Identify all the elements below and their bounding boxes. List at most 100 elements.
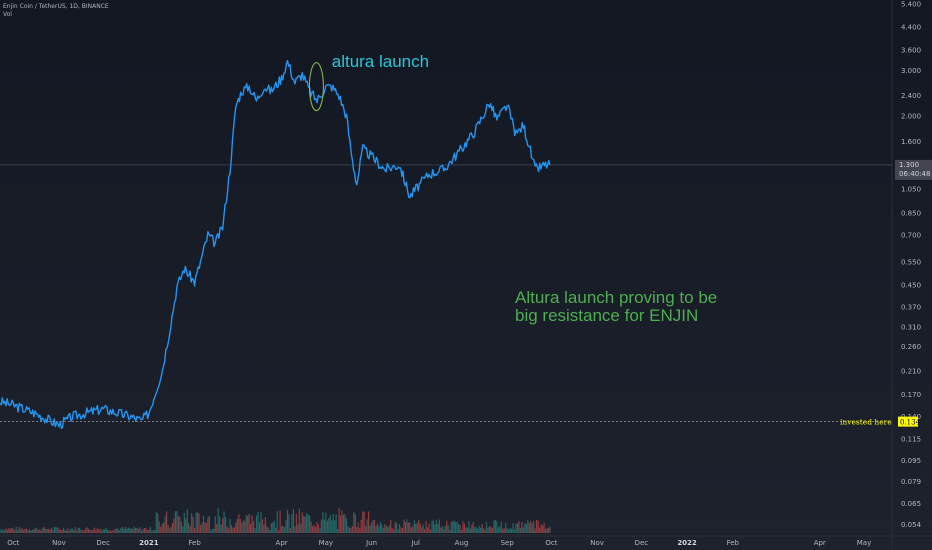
- volume-bar: [260, 511, 262, 533]
- volume-bar: [263, 524, 265, 533]
- invested-price-tag: [898, 416, 918, 427]
- volume-bar: [353, 511, 355, 533]
- volume-bar: [9, 528, 11, 533]
- volume-bar: [176, 511, 178, 533]
- volume-bar: [363, 511, 365, 533]
- volume-bar: [120, 528, 122, 533]
- volume-bar: [254, 528, 256, 533]
- volume-bar: [261, 519, 264, 533]
- volume-bar: [547, 527, 550, 533]
- x-tick-label: Nov: [590, 539, 604, 547]
- volume-bar: [149, 526, 151, 533]
- volume-bar: [396, 523, 398, 533]
- volume-bar: [202, 515, 205, 533]
- volume-bar: [25, 528, 28, 533]
- volume-bar: [444, 525, 446, 533]
- price-series-line: [0, 59, 551, 429]
- volume-bar: [493, 520, 495, 533]
- volume-bar: [485, 522, 488, 533]
- volume-bar: [385, 525, 387, 533]
- x-tick-label: Feb: [188, 539, 201, 547]
- volume-bar: [376, 523, 379, 533]
- volume-bar: [170, 526, 172, 533]
- volume-bar: [87, 528, 90, 533]
- volume-bar: [61, 529, 63, 533]
- volume-bar: [258, 522, 261, 533]
- volume-bar: [446, 520, 448, 533]
- volume-bar: [126, 528, 128, 533]
- volume-bar: [155, 512, 157, 533]
- volume-bar: [186, 509, 188, 533]
- volume-bar: [301, 512, 303, 533]
- volume-bar: [208, 515, 210, 533]
- volume-bar: [74, 527, 76, 533]
- volume-bar: [195, 512, 197, 533]
- volume-bar: [27, 530, 29, 533]
- y-tick-label: 0.054: [901, 521, 922, 529]
- y-tick-label: 0.170: [901, 391, 921, 399]
- volume-bar: [161, 524, 163, 533]
- volume-bar: [491, 527, 494, 533]
- volume-bar: [307, 514, 309, 533]
- annotation-resistance-line2: big resistance for ENJIN: [515, 306, 698, 325]
- volume-bar: [80, 529, 82, 533]
- volume-bar: [14, 530, 16, 533]
- volume-bar: [224, 517, 227, 533]
- y-tick-label: 4.400: [901, 24, 921, 32]
- volume-bar: [140, 530, 143, 533]
- volume-bar: [192, 516, 194, 533]
- volume-bar: [239, 518, 241, 533]
- volume-bar: [351, 525, 353, 533]
- volume-bar: [2, 528, 4, 533]
- volume-bar: [244, 520, 246, 533]
- volume-bar: [65, 530, 67, 533]
- volume-bar: [320, 519, 323, 533]
- volume-bar: [539, 527, 541, 533]
- volume-bar: [146, 530, 149, 533]
- volume-bar: [454, 521, 457, 533]
- volume-bar: [124, 527, 126, 533]
- volume-bar: [79, 528, 81, 533]
- volume-bar: [252, 521, 255, 533]
- volume-bar: [331, 520, 333, 533]
- volume-bar: [323, 519, 325, 533]
- volume-bar: [338, 507, 340, 533]
- volume-bar: [294, 526, 296, 533]
- volume-bar: [468, 521, 470, 533]
- volume-bar: [21, 528, 23, 533]
- volume-bar: [319, 528, 321, 533]
- volume-bar: [309, 515, 311, 533]
- volume-bar: [424, 529, 426, 533]
- volume-bar: [311, 526, 314, 533]
- volume-bar: [398, 524, 401, 533]
- volume-bar: [484, 529, 486, 533]
- y-tick-label: 3.600: [901, 46, 921, 54]
- x-tick-label: Jun: [365, 539, 377, 547]
- volume-bar: [394, 521, 396, 533]
- volume-bar: [469, 528, 471, 533]
- volume-bar: [544, 528, 547, 533]
- volume-bar: [37, 530, 39, 533]
- volume-bar: [210, 530, 212, 533]
- volume-bar: [460, 529, 463, 533]
- volume-bar: [494, 519, 496, 533]
- volume-bar: [457, 523, 460, 533]
- volume-bar: [142, 528, 144, 533]
- volume-bar: [42, 527, 44, 533]
- volume-bar: [401, 528, 404, 533]
- volume-bar: [306, 513, 308, 533]
- volume-bar: [279, 510, 281, 533]
- y-tick-label: 0.095: [901, 457, 921, 465]
- volume-bar: [219, 516, 221, 533]
- volume-bar: [46, 529, 48, 533]
- volume-bar: [222, 518, 224, 533]
- x-tick-label: Jul: [411, 539, 421, 547]
- volume-bar: [326, 520, 328, 533]
- volume-bar: [194, 527, 196, 533]
- x-tick-label: May: [857, 539, 871, 547]
- volume-bar: [247, 516, 249, 533]
- volume-bar: [297, 524, 299, 533]
- volume-bar: [199, 525, 202, 533]
- volume-bar: [272, 522, 274, 533]
